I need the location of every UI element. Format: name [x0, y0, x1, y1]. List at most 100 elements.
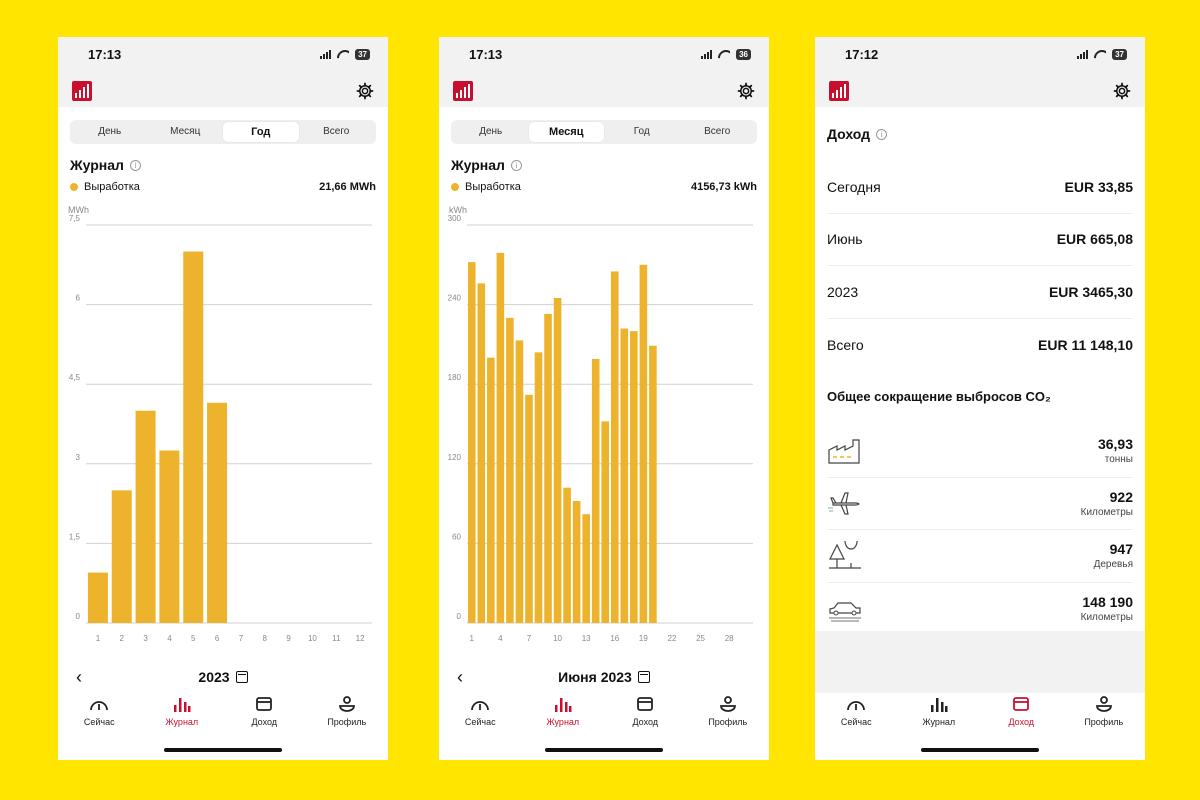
- segment-day[interactable]: День: [479, 126, 503, 137]
- x-tick-label: 7: [239, 634, 244, 643]
- x-tick-label: 1: [96, 634, 101, 643]
- tab-profile[interactable]: Профиль: [1063, 695, 1146, 735]
- x-tick-label: 22: [668, 634, 677, 643]
- bar-day-17[interactable]: [620, 328, 629, 623]
- bar-day-2[interactable]: [477, 283, 486, 623]
- y-axis-unit: kWh: [449, 205, 467, 215]
- income-label: Сегодня: [827, 178, 881, 195]
- info-icon[interactable]: i: [129, 159, 141, 171]
- tab-journal[interactable]: Журнал: [522, 695, 605, 735]
- income-label: Июнь: [827, 231, 863, 248]
- bar-day-19[interactable]: [639, 264, 648, 623]
- phone-month-view: 17:13 36 День Месяц Год Всего Журнал i В…: [439, 37, 769, 760]
- bar-month-6[interactable]: [207, 402, 228, 623]
- app-logo-icon: [72, 81, 92, 101]
- chevron-left-icon[interactable]: ‹: [457, 667, 463, 687]
- status-bar: 17:13 36: [439, 37, 769, 107]
- bar-day-20[interactable]: [649, 345, 657, 623]
- bar-month-2[interactable]: [111, 490, 132, 623]
- segment-total[interactable]: Всего: [704, 126, 731, 137]
- bar-day-8[interactable]: [534, 352, 543, 623]
- tab-journal-label: Журнал: [922, 717, 956, 727]
- legend: Выработка 4156,73 kWh: [451, 181, 757, 193]
- income-panel: Доход i Сегодня EUR 33,85 Июнь EUR 665,0…: [815, 107, 1145, 635]
- period-label[interactable]: Июня 2023: [558, 669, 632, 685]
- y-tick-label: 240: [448, 294, 462, 303]
- segment-day[interactable]: День: [98, 126, 122, 137]
- income-value: EUR 11 148,10: [1038, 336, 1133, 353]
- app-header: [453, 79, 755, 103]
- bar-month-4[interactable]: [159, 450, 180, 623]
- bar-day-5[interactable]: [506, 317, 514, 623]
- bar-day-7[interactable]: [525, 394, 533, 623]
- app-logo-icon: [453, 81, 473, 101]
- x-tick-label: 7: [527, 634, 532, 643]
- bar-month-1[interactable]: [87, 572, 108, 623]
- tab-income[interactable]: Доход: [604, 695, 687, 735]
- y-tick-label: 0: [76, 612, 81, 621]
- tab-income[interactable]: Доход: [980, 695, 1063, 735]
- bar-month-5[interactable]: [183, 251, 204, 623]
- co2-row-car: 148 190 Километры: [827, 583, 1133, 636]
- tab-now[interactable]: Сейчас: [439, 695, 522, 735]
- gear-icon[interactable]: [356, 82, 374, 100]
- tab-journal[interactable]: Журнал: [898, 695, 981, 735]
- bar-month-3[interactable]: [135, 410, 156, 623]
- x-tick-label: 12: [356, 634, 365, 643]
- y-tick-label: 180: [448, 373, 462, 382]
- bar-day-6[interactable]: [515, 340, 524, 623]
- legend-dot-icon: [70, 183, 78, 192]
- y-tick-label: 120: [448, 453, 462, 462]
- segment-month[interactable]: Месяц: [170, 126, 201, 137]
- app-logo-icon: [829, 81, 849, 101]
- info-icon[interactable]: i: [510, 159, 522, 171]
- bar-day-11[interactable]: [563, 487, 571, 623]
- tab-bar: Сейчас Журнал Доход Профиль: [58, 695, 388, 735]
- chevron-left-icon[interactable]: ‹: [76, 667, 82, 687]
- info-icon[interactable]: i: [876, 128, 888, 140]
- segment-total[interactable]: Всего: [323, 126, 350, 137]
- bar-day-16[interactable]: [610, 271, 619, 623]
- period-label[interactable]: 2023: [198, 669, 230, 685]
- x-tick-label: 25: [696, 634, 705, 643]
- co2-value: 947: [1109, 541, 1133, 558]
- profile-icon: [1095, 696, 1112, 712]
- segment-year[interactable]: Год: [633, 126, 650, 137]
- calendar-icon[interactable]: [637, 671, 650, 683]
- bar-day-9[interactable]: [544, 313, 552, 623]
- segment-year[interactable]: Год: [223, 122, 299, 142]
- status-icons: 36: [701, 49, 751, 60]
- bar-day-4[interactable]: [496, 252, 505, 624]
- tab-income[interactable]: Доход: [223, 695, 306, 735]
- tab-profile[interactable]: Профиль: [306, 695, 389, 735]
- co2-row-airplane: 922 Километры: [827, 478, 1133, 530]
- tab-now[interactable]: Сейчас: [58, 695, 141, 735]
- bar-day-18[interactable]: [630, 331, 638, 623]
- income-label: Всего: [827, 336, 864, 353]
- tab-now-label: Сейчас: [840, 717, 872, 727]
- app-header: [72, 79, 374, 103]
- bar-day-13[interactable]: [582, 514, 590, 623]
- bar-day-15[interactable]: [601, 421, 610, 623]
- co2-value: 148 190: [1082, 594, 1133, 611]
- gear-icon[interactable]: [1113, 82, 1131, 100]
- signal-icon: [701, 50, 713, 59]
- tab-journal[interactable]: Журнал: [141, 695, 224, 735]
- period-navigator: ‹ 2023: [72, 665, 374, 689]
- income-row-month: Июнь EUR 665,08: [827, 214, 1133, 266]
- segment-month[interactable]: Месяц: [528, 122, 604, 142]
- bar-day-14[interactable]: [591, 358, 600, 623]
- bar-day-1[interactable]: [467, 262, 476, 623]
- co2-unit: тонны: [1104, 454, 1133, 466]
- bar-day-3[interactable]: [487, 357, 495, 623]
- period-segmented-control: День Месяц Год Всего: [70, 120, 376, 144]
- period-navigator: ‹ Июня 2023: [453, 665, 755, 689]
- gear-icon[interactable]: [737, 82, 755, 100]
- bar-day-12[interactable]: [572, 500, 581, 623]
- bar-day-10[interactable]: [553, 297, 562, 623]
- tab-profile[interactable]: Профиль: [687, 695, 770, 735]
- empty-area: [815, 631, 1145, 693]
- income-row-total: Всего EUR 11 148,10: [827, 319, 1133, 372]
- tab-now[interactable]: Сейчас: [815, 695, 898, 735]
- calendar-icon[interactable]: [235, 671, 248, 683]
